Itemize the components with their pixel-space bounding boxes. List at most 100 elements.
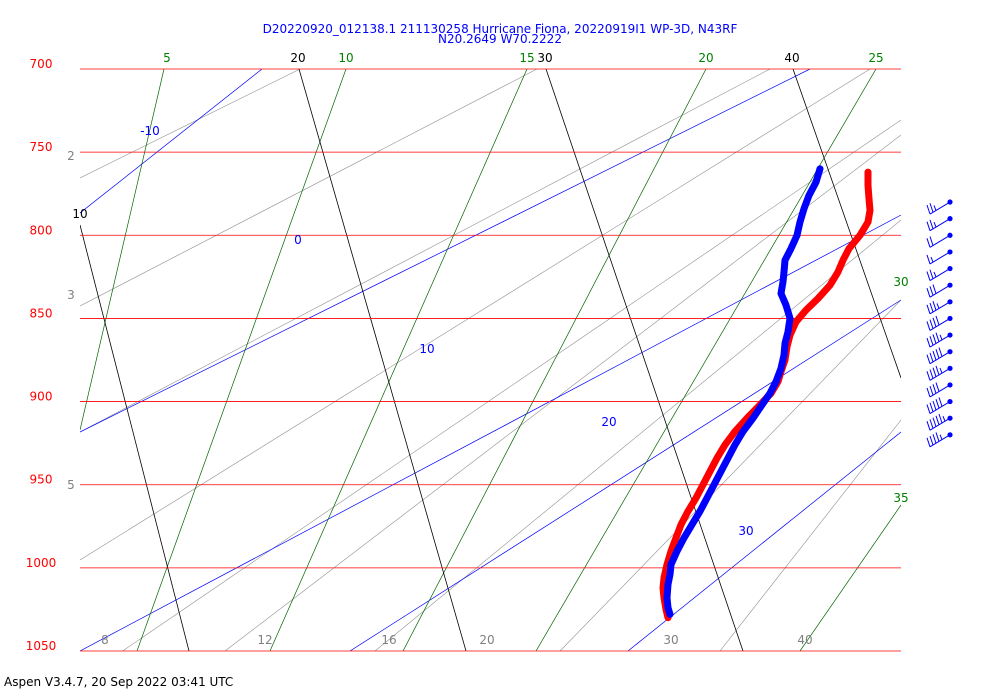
wind-barb-long-tick xyxy=(935,399,940,409)
wind-barb-long-tick xyxy=(926,437,931,447)
pressure-tick-label: 750 xyxy=(30,140,53,154)
wind-barb-long-tick xyxy=(935,332,940,342)
dry-adiabat-line xyxy=(799,504,901,651)
dry-adiabat-label: 35 xyxy=(893,491,908,505)
moist-adiabat-label: 30 xyxy=(738,524,753,538)
moist-adiabat-line xyxy=(349,299,901,651)
wind-barb-long-tick xyxy=(929,352,934,363)
mixing-ratio-label: 12 xyxy=(257,633,272,647)
dry-adiabat-line xyxy=(136,69,347,651)
mixing-ratio-line xyxy=(374,219,901,651)
wind-barb-long-tick xyxy=(935,349,940,359)
wind-barb-short-tick xyxy=(933,271,937,278)
wind-barb-short-tick xyxy=(939,434,943,440)
wind-barb-long-tick xyxy=(935,432,940,442)
wind-barb-long-tick xyxy=(926,238,931,248)
wind-barb-long-tick xyxy=(926,288,931,298)
dry-adiabat-label: 30 xyxy=(893,275,908,289)
mixing-ratio-label: 16 xyxy=(381,633,396,647)
dry-adiabat-label: 10 xyxy=(338,51,353,65)
isotherm-label: 20 xyxy=(290,51,305,65)
dewpoint-trace xyxy=(663,165,824,618)
dry-adiabat-line xyxy=(80,69,165,431)
dry-adiabat-label: 15 xyxy=(519,51,534,65)
pressure-tick-label: 1000 xyxy=(26,556,57,570)
chart-subtitle: N20.2649 W70.2222 xyxy=(438,32,562,46)
wind-barb-long-tick xyxy=(929,219,934,230)
wind-barb-long-tick xyxy=(935,315,940,326)
moist-adiabat-line xyxy=(80,69,811,433)
wind-barb-long-tick xyxy=(926,404,931,414)
wind-barb xyxy=(926,216,953,232)
wind-barb-long-tick xyxy=(926,321,931,331)
mixing-ratio-label: 8 xyxy=(101,633,109,647)
mixing-ratio-label: 40 xyxy=(797,633,812,647)
moist-adiabat-label: 20 xyxy=(601,415,616,429)
wind-barb-long-tick xyxy=(935,415,940,425)
wind-barb-long-tick xyxy=(929,269,934,279)
wind-barb-station-dot xyxy=(947,232,953,238)
wind-barb-short-tick xyxy=(939,334,943,341)
footer-timestamp: Aspen V3.4.7, 20 Sep 2022 03:41 UTC xyxy=(4,675,234,689)
wind-barb-long-tick xyxy=(929,385,934,396)
mixing-ratio-label: 30 xyxy=(663,633,678,647)
pressure-tick-label: 700 xyxy=(30,57,53,71)
mixing-ratio-line xyxy=(719,419,901,651)
chart-title: D20220920_012138.1 211130258 Hurricane F… xyxy=(262,22,738,36)
wind-barb-long-tick xyxy=(926,204,931,215)
wind-barb xyxy=(926,315,953,331)
isotherm-line xyxy=(792,69,901,379)
moist-adiabat-label: 0 xyxy=(294,233,302,247)
wind-barb-long-tick xyxy=(938,413,943,424)
wind-barb-short-tick xyxy=(930,256,934,263)
isotherm-label: 10 xyxy=(72,207,87,221)
wind-barb-long-tick xyxy=(926,337,931,348)
pressure-tick-label: 900 xyxy=(30,390,53,404)
wind-barb-short-tick xyxy=(933,205,937,211)
wind-barb-long-tick xyxy=(929,402,934,412)
mixing-ratio-line xyxy=(80,69,771,433)
wind-barb-long-tick xyxy=(932,301,937,311)
isotherm-line xyxy=(298,69,467,651)
wind-barb-long-tick xyxy=(932,417,937,427)
wind-barb-long-tick xyxy=(929,203,934,213)
wind-barb xyxy=(926,282,953,298)
mixing-ratio-line xyxy=(224,134,901,651)
isotherm-label: 40 xyxy=(784,51,799,65)
wind-barb-long-tick xyxy=(926,421,931,431)
moist-adiabat-label: -10 xyxy=(140,124,160,138)
mixing-ratio-line xyxy=(121,119,901,651)
wind-barb-long-tick xyxy=(926,354,931,364)
wind-barb xyxy=(926,332,953,348)
mixing-ratio-line xyxy=(80,69,871,561)
wind-barb-short-tick xyxy=(939,367,943,374)
dry-adiabat-label: 25 xyxy=(868,51,883,65)
dry-adiabat-label: 5 xyxy=(163,51,171,65)
wind-barb-long-tick xyxy=(932,284,937,294)
wind-barb-short-tick xyxy=(936,303,940,309)
wind-barb-long-tick xyxy=(932,384,937,394)
wind-barb-long-tick xyxy=(926,254,931,265)
wind-barb-long-tick xyxy=(932,350,937,361)
isotherm-label: 30 xyxy=(537,51,552,65)
wind-barb-station-dot xyxy=(947,249,953,255)
mixing-ratio-label: 2 xyxy=(67,149,75,163)
mixing-ratio-label: 3 xyxy=(67,288,75,302)
wind-barb-long-tick xyxy=(926,371,931,381)
pressure-tick-label: 850 xyxy=(30,306,53,320)
wind-barb xyxy=(926,382,953,398)
wind-barb-short-tick xyxy=(933,221,937,228)
wind-barb-long-tick xyxy=(932,434,937,444)
wind-barb xyxy=(926,299,953,315)
wind-barb-station-dot xyxy=(947,216,953,222)
wind-barb xyxy=(926,397,953,415)
wind-barb xyxy=(926,265,953,281)
wind-barb xyxy=(926,249,953,265)
moist-adiabat-line xyxy=(80,214,901,651)
wind-barb-long-tick xyxy=(935,382,940,392)
wind-barb-staff xyxy=(929,434,951,448)
wind-barb xyxy=(926,365,953,381)
wind-barb-long-tick xyxy=(929,419,934,429)
pressure-tick-label: 1050 xyxy=(26,639,57,653)
